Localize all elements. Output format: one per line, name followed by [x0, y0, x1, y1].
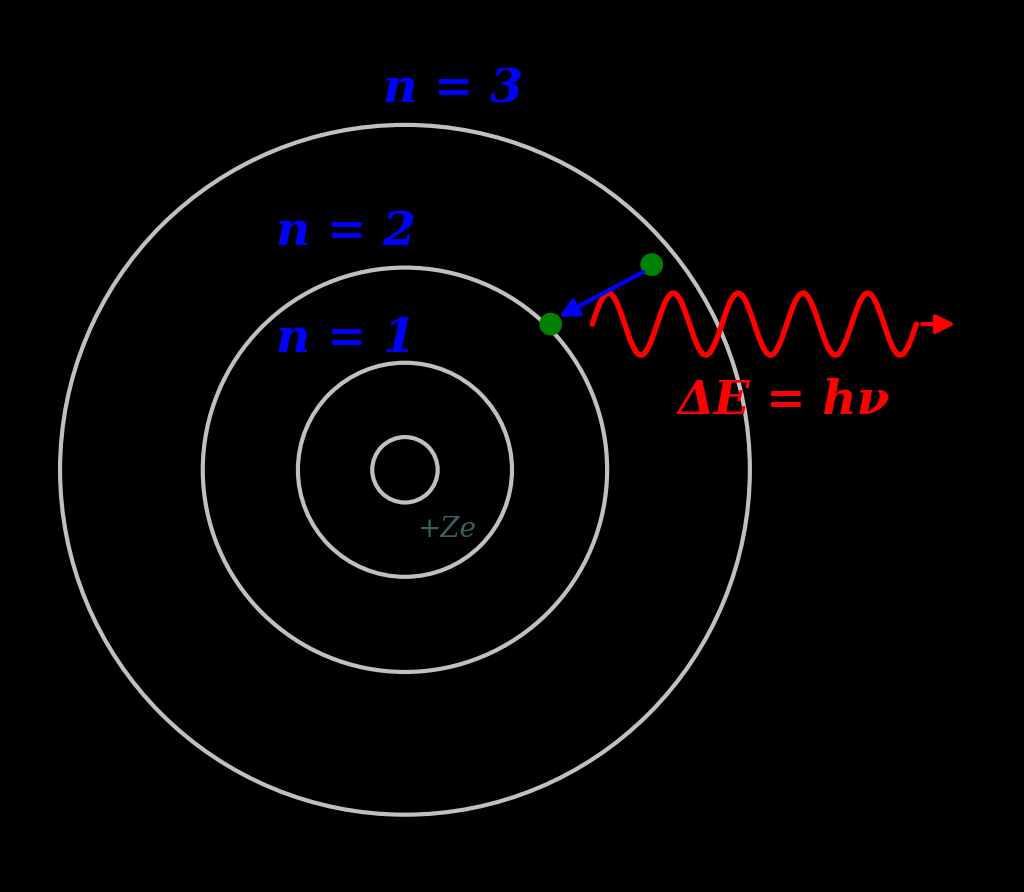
- Text: n = 2: n = 2: [275, 209, 416, 255]
- Text: n = 1: n = 1: [275, 316, 416, 362]
- Circle shape: [641, 254, 663, 276]
- Text: ΔE = hν: ΔE = hν: [678, 378, 890, 425]
- Text: +Ze: +Ze: [417, 516, 476, 542]
- Text: n = 3: n = 3: [383, 66, 522, 112]
- Circle shape: [540, 313, 561, 334]
